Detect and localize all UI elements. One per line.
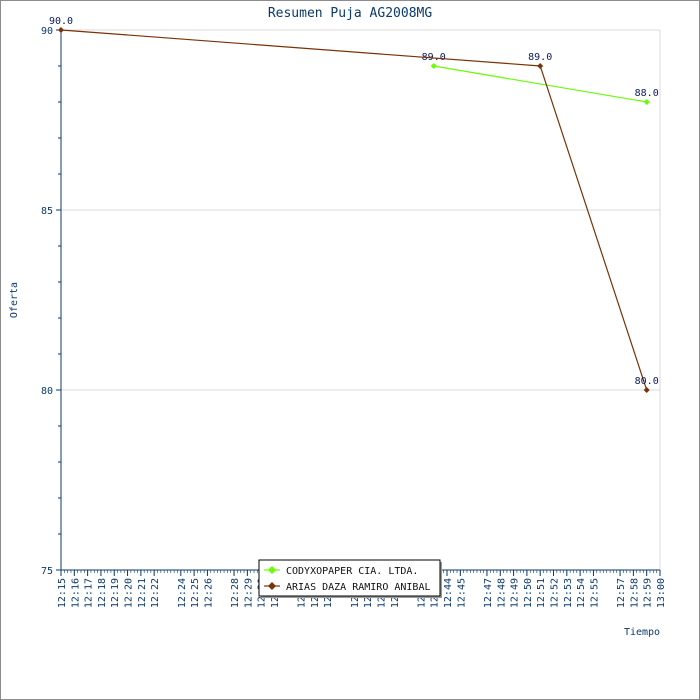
series-2: 90.0 89.0 80.0 xyxy=(49,16,659,393)
series-layer: 89.0 88.090.0 89.0 80.0 xyxy=(49,16,659,393)
grid-lines xyxy=(61,29,661,570)
y-tick-label: 80 xyxy=(41,386,53,397)
x-tick-label: 12:20 xyxy=(124,578,135,608)
data-label: 90.0 xyxy=(49,16,73,27)
legend-box xyxy=(258,559,441,597)
y-axis-label: Oferta xyxy=(9,282,20,318)
x-tick-label: 12:48 xyxy=(496,578,507,608)
data-label: 80.0 xyxy=(635,376,659,387)
y-tick-label: 75 xyxy=(41,566,53,577)
x-tick-label: 12:22 xyxy=(150,578,161,608)
y-tick-label: 85 xyxy=(41,206,53,217)
x-tick-label: 12:53 xyxy=(563,578,574,608)
data-label: 89.0 xyxy=(528,52,552,63)
x-tick-label: 12:19 xyxy=(110,578,121,608)
x-tick-label: 12:28 xyxy=(230,578,241,608)
x-tick-label: 12:54 xyxy=(576,578,587,608)
x-tick-label: 12:47 xyxy=(483,578,494,608)
x-tick-label: 12:25 xyxy=(190,578,201,608)
x-tick-label: 12:15 xyxy=(57,578,68,608)
plot-area xyxy=(61,30,660,570)
y-axis: 75 80 85 90 xyxy=(41,26,62,577)
x-tick-label: 12:50 xyxy=(523,578,534,608)
x-tick-label: 12:29 xyxy=(243,578,254,608)
x-tick-label: 12:55 xyxy=(589,578,600,608)
x-tick-label: 12:52 xyxy=(550,578,561,608)
legend-label: ARIAS DAZA RAMIRO ANIBAL xyxy=(286,582,431,593)
chart-title: Resumen Puja AG2008MG xyxy=(268,6,433,21)
x-tick-label: 12:51 xyxy=(536,578,547,608)
legend-swatch-marker xyxy=(268,582,276,590)
x-tick-label: 12:58 xyxy=(629,578,640,608)
data-point xyxy=(643,387,650,393)
x-tick-label: 12:44 xyxy=(443,578,454,608)
series-line xyxy=(433,65,647,103)
x-tick-label: 12:16 xyxy=(70,578,81,608)
x-tick-label: 12:17 xyxy=(84,578,95,608)
x-tick-label: 12:24 xyxy=(177,578,188,608)
x-axis-label: Tiempo xyxy=(624,627,660,638)
x-tick-label: 12:45 xyxy=(456,578,467,608)
x-tick-label: 13:00 xyxy=(656,578,667,608)
x-tick-label: 12:18 xyxy=(97,578,108,608)
x-tick-label: 12:59 xyxy=(643,578,654,608)
data-point xyxy=(58,27,64,33)
x-tick-label: 12:49 xyxy=(510,578,521,608)
x-tick-label: 12:21 xyxy=(137,578,148,608)
legend: CODYXOPAPER CIA. LTDA. ARIAS DAZA RAMIRO … xyxy=(258,559,442,598)
x-tick-label: 12:26 xyxy=(203,578,214,608)
data-label: 88.0 xyxy=(635,88,659,99)
data-point xyxy=(537,63,544,69)
x-tick-label: 12:57 xyxy=(616,578,627,608)
legend-label: CODYXOPAPER CIA. LTDA. xyxy=(286,566,418,577)
y-tick-label: 90 xyxy=(41,26,53,37)
legend-swatch-marker xyxy=(268,566,276,574)
data-point xyxy=(643,99,650,105)
data-point xyxy=(430,63,437,69)
